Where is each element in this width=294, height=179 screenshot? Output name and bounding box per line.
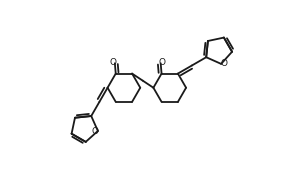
Text: O: O [110,58,117,67]
Text: O: O [92,127,99,136]
Text: O: O [158,58,166,67]
Text: O: O [220,59,227,68]
